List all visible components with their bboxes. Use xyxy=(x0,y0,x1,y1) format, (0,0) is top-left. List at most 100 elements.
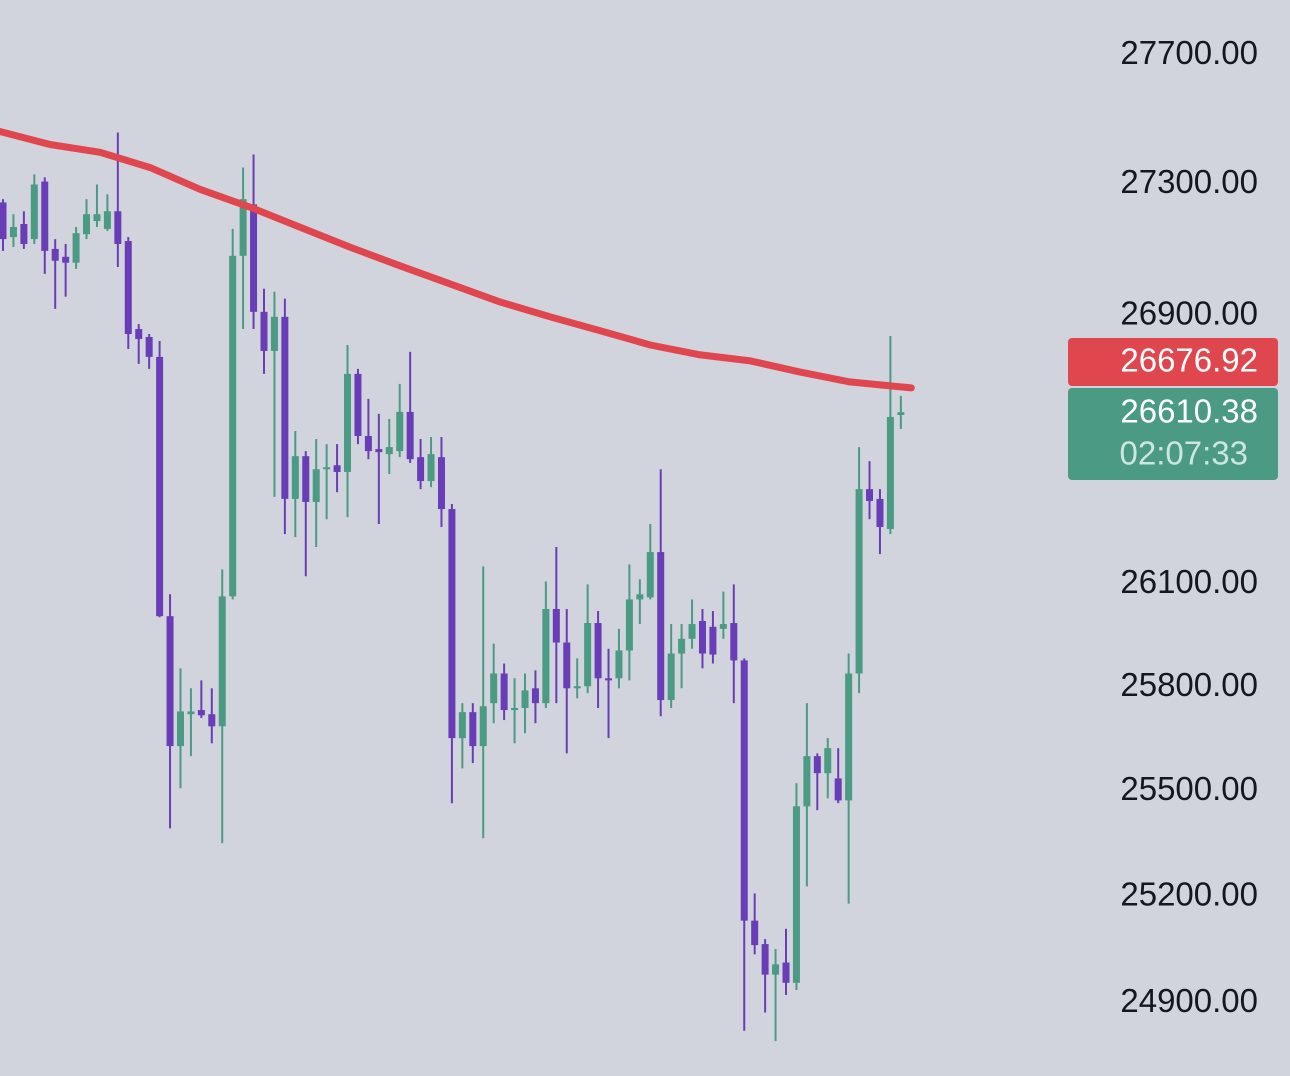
candle-body xyxy=(792,806,800,983)
candle-body xyxy=(323,467,331,470)
candle-body xyxy=(270,316,278,351)
candle-body xyxy=(531,688,539,704)
candle-body xyxy=(615,650,623,679)
candle-body xyxy=(9,226,17,238)
candle-body xyxy=(0,202,7,240)
candle-body xyxy=(688,624,696,639)
candle-body xyxy=(897,412,905,415)
candle-body xyxy=(845,673,853,801)
y-tick-label: 25800.00 xyxy=(1120,666,1258,703)
candle-body xyxy=(281,316,289,499)
candle-body xyxy=(730,623,738,661)
candle-body xyxy=(448,509,456,739)
candle-body xyxy=(239,199,247,256)
candle-body xyxy=(229,255,237,597)
y-tick-label: 24900.00 xyxy=(1120,982,1258,1019)
last-price-label: 26610.38 xyxy=(1120,393,1258,430)
candle-body xyxy=(521,690,529,708)
candle-body xyxy=(30,184,38,240)
y-tick-label: 26100.00 xyxy=(1120,563,1258,600)
candle-body xyxy=(886,416,894,530)
candle-body xyxy=(563,642,571,689)
candle-body xyxy=(646,552,654,598)
candle-body xyxy=(406,411,414,460)
candle-body xyxy=(469,712,477,747)
candle-body xyxy=(291,456,299,499)
candle-body xyxy=(333,465,341,472)
candle-body xyxy=(500,673,508,711)
candle-body xyxy=(594,623,602,679)
moving-average-line xyxy=(0,128,915,392)
candle-body xyxy=(302,456,310,502)
countdown-label: 02:07:33 xyxy=(1120,435,1248,472)
candle-body xyxy=(751,920,759,946)
candle-body xyxy=(584,623,592,687)
candle-body xyxy=(542,608,550,704)
candle-body xyxy=(364,436,372,452)
y-tick-label: 27300.00 xyxy=(1120,163,1258,200)
candle-body xyxy=(375,449,383,453)
last-price-box xyxy=(1068,388,1278,480)
candle-body xyxy=(573,686,581,689)
candle-body xyxy=(344,373,352,472)
candle-body xyxy=(834,778,842,801)
candle-body xyxy=(437,457,445,510)
candle-body xyxy=(124,241,132,335)
candle-body xyxy=(740,660,748,921)
candle-body xyxy=(667,653,675,701)
candle-body xyxy=(354,373,362,437)
candle-body xyxy=(156,356,164,617)
candle-body xyxy=(218,596,226,727)
candle-body xyxy=(72,233,80,263)
candle-body xyxy=(490,673,498,704)
candle-body xyxy=(135,329,143,339)
candle-body xyxy=(197,710,205,716)
candle-body xyxy=(93,214,101,222)
candle-body xyxy=(876,498,884,527)
y-tick-label: 27700.00 xyxy=(1120,34,1258,71)
candle-body xyxy=(709,626,717,655)
candle-body xyxy=(260,311,268,351)
candle-body xyxy=(103,211,111,229)
candle-body xyxy=(625,599,633,651)
candle-body xyxy=(657,552,665,701)
candle-body xyxy=(114,211,122,244)
candle-body xyxy=(62,256,70,263)
candle-body xyxy=(813,756,821,774)
plot-area xyxy=(0,128,915,1042)
ma-price-box xyxy=(1068,338,1278,386)
candle-body xyxy=(511,707,519,711)
candle-body xyxy=(761,944,769,975)
candle-body xyxy=(636,594,644,600)
ma-price-label: 26676.92 xyxy=(1120,342,1258,379)
candle-body xyxy=(605,678,613,681)
candle-body xyxy=(855,489,863,674)
candle-body xyxy=(772,964,780,975)
candle-body xyxy=(719,624,727,629)
candle-body xyxy=(396,411,404,452)
y-tick-label: 25500.00 xyxy=(1120,770,1258,807)
candle-body xyxy=(458,712,466,739)
candle-body xyxy=(552,608,560,643)
candle-body xyxy=(83,214,91,235)
candle-body xyxy=(782,962,790,983)
candle-body xyxy=(250,204,258,312)
price-axis: 27700.00 27300.00 26900.00 26100.00 25800.00… xyxy=(1120,34,1258,1019)
candle-body xyxy=(417,457,425,482)
candle-body xyxy=(385,447,393,455)
candle-body xyxy=(803,756,811,807)
candle-body xyxy=(479,706,487,747)
candle-body xyxy=(824,748,832,774)
candle-body xyxy=(145,337,153,357)
candle-body xyxy=(678,638,686,654)
candle-body xyxy=(187,711,195,715)
candle-body xyxy=(698,620,706,654)
candle-body xyxy=(866,489,874,501)
candle-body xyxy=(20,224,28,244)
candle-body xyxy=(176,711,184,747)
candle-body xyxy=(166,616,174,747)
candle-body xyxy=(208,714,216,727)
candle-body xyxy=(427,454,435,482)
